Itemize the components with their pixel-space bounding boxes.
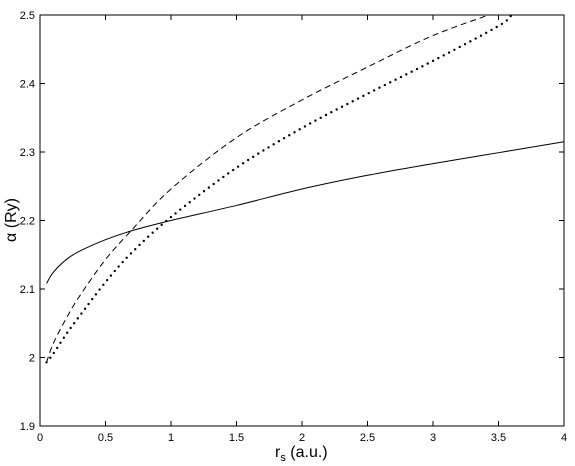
y-tick-label: 2.3: [20, 147, 35, 159]
y-tick-label: 2: [29, 353, 35, 365]
x-tick-label: 1: [168, 432, 174, 444]
x-axis-label-unit: (a.u.): [286, 444, 328, 461]
x-tick-label: 3.5: [491, 432, 506, 444]
x-tick-label: 4: [561, 432, 567, 444]
x-tick-label: 3: [430, 432, 436, 444]
series-line-dotted: [45, 15, 513, 364]
x-tick-label: 2: [299, 432, 305, 444]
series-line-dashed: [46, 15, 491, 363]
y-tick-label: 2.1: [20, 284, 35, 296]
y-tick-label: 2.5: [20, 10, 35, 22]
x-tick-label: 0.5: [98, 432, 113, 444]
y-axis-ticks: 1.9 2 2.1 2.2 2.3 2.4 2.5: [20, 10, 564, 433]
y-tick-label: 1.9: [20, 421, 35, 433]
x-axis-label-subscript: s: [280, 452, 286, 464]
plot-area: [39, 14, 565, 427]
x-axis-label-main: r: [275, 444, 281, 461]
y-tick-label: 2.2: [20, 216, 35, 228]
series-line-solid: [46, 141, 564, 284]
x-axis-ticks: 0 0.5 1 1.5 2 2.5 3 3.5 4: [37, 15, 567, 444]
x-axis-label: rs (a.u.): [275, 444, 328, 464]
x-tick-label: 2.5: [360, 432, 375, 444]
y-axis-label: α (Ry): [3, 198, 20, 242]
y-tick-label: 2.4: [20, 79, 35, 91]
x-tick-label: 0: [37, 432, 43, 444]
series-lines: [45, 15, 564, 364]
x-tick-label: 1.5: [229, 432, 244, 444]
